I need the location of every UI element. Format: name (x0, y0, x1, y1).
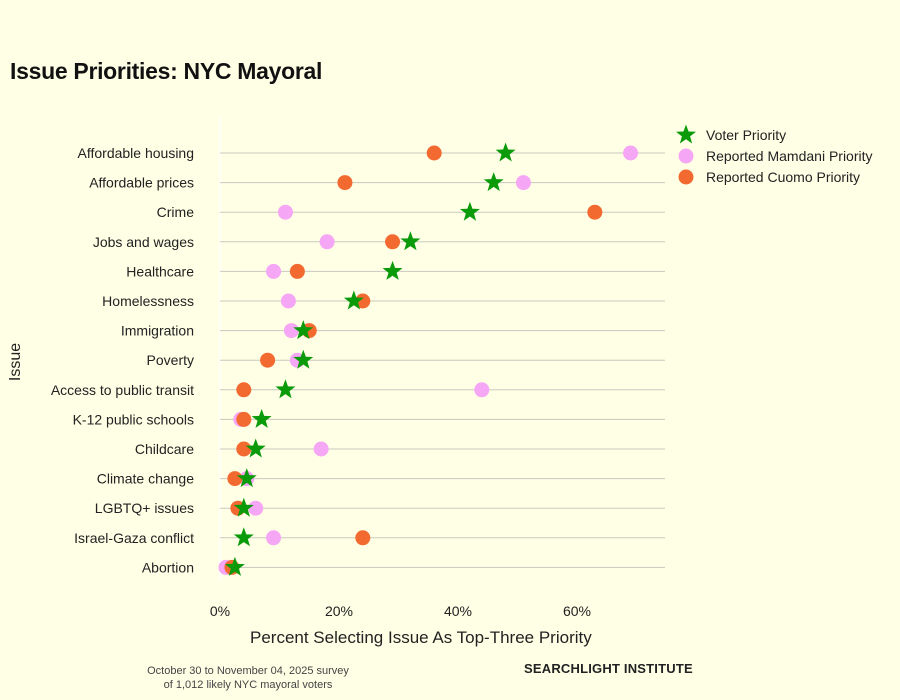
legend: Voter Priority Reported Mamdani Priority R… (676, 124, 873, 185)
grid-lines (219, 118, 665, 580)
legend-cuomo-marker (678, 169, 694, 185)
voter-priority-point (495, 142, 516, 162)
y-tick-label: Israel-Gaza conflict (74, 530, 194, 546)
mamdani-priority-point (266, 530, 282, 546)
legend-mamdani-marker (678, 148, 694, 164)
voter-priority-point (236, 468, 257, 488)
mamdani-priority-point (266, 263, 282, 279)
brand-logo-text: SEARCHLIGHT INSTITUTE (524, 661, 693, 676)
cuomo-priority-point (337, 175, 353, 191)
cuomo-priority-point (385, 234, 401, 250)
voter-priority-point (224, 556, 245, 576)
voter-priority-point (459, 201, 480, 221)
voter-priority-point (343, 290, 364, 310)
cuomo-priority-point (355, 530, 371, 546)
y-tick-label: Jobs and wages (93, 234, 194, 250)
voter-priority-point (483, 172, 504, 192)
y-tick-label: Access to public transit (51, 382, 194, 398)
voter-priority-point (233, 527, 254, 547)
y-tick-label: Climate change (97, 471, 194, 487)
voter-priority-point (233, 497, 254, 517)
legend-voter-marker (676, 124, 696, 144)
voter-priority-point (293, 349, 314, 369)
mamdani-priority-point (319, 234, 335, 250)
x-tick-label: 60% (563, 603, 591, 619)
y-tick-label: Immigration (121, 323, 194, 339)
y-tick-label: Childcare (135, 441, 194, 457)
legend-label: Voter Priority (706, 127, 786, 143)
cuomo-priority-point (236, 411, 252, 427)
mamdani-priority-point (277, 204, 293, 220)
y-tick-label: LGBTQ+ issues (95, 500, 194, 516)
y-tick-label: Abortion (142, 559, 194, 575)
y-axis-label: Issue (7, 343, 24, 381)
mamdani-priority-point (515, 175, 531, 191)
cuomo-priority-point (236, 382, 252, 398)
y-tick-label: Affordable prices (89, 175, 194, 191)
mamdani-priority-point (313, 441, 329, 457)
voter-priority-point (293, 320, 314, 340)
y-tick-labels: Affordable housing Affordable prices Crime… (51, 145, 194, 575)
mamdani-priority-point (474, 382, 490, 398)
voter-priority-point (251, 408, 272, 428)
voter-priority-point (400, 231, 421, 251)
x-tick-label: 0% (210, 603, 230, 619)
voter-priority-point (382, 260, 403, 280)
cuomo-priority-point (236, 441, 252, 457)
x-tick-labels: 0% 20% 40% 60% (210, 603, 591, 619)
y-tick-label: Crime (157, 204, 195, 220)
voter-priority-point (275, 379, 296, 399)
chart-title: Issue Priorities: NYC Mayoral (10, 58, 323, 84)
cuomo-priority-point (426, 145, 442, 161)
footnote-line-1: October 30 to November 04, 2025 survey (147, 665, 349, 677)
cuomo-priority-point (355, 293, 371, 309)
x-tick-label: 20% (325, 603, 353, 619)
y-tick-label: Affordable housing (78, 145, 195, 161)
legend-label: Reported Cuomo Priority (706, 169, 860, 185)
y-tick-label: K-12 public schools (73, 411, 194, 427)
cuomo-priority-point (227, 471, 243, 487)
data-points (218, 142, 639, 576)
footnote-line-2: of 1,012 likely NYC mayoral voters (163, 679, 333, 691)
survey-footnote: October 30 to November 04, 2025 survey o… (120, 664, 376, 692)
mamdani-priority-point (623, 145, 639, 161)
voter-priority-point (245, 438, 266, 458)
cuomo-priority-point (260, 352, 276, 368)
y-tick-label: Homelessness (102, 293, 194, 309)
cuomo-priority-point (587, 204, 603, 220)
mamdani-priority-point (248, 500, 264, 516)
y-tick-label: Poverty (147, 352, 194, 368)
x-tick-label: 40% (444, 603, 472, 619)
cuomo-priority-point (289, 263, 305, 279)
legend-label: Reported Mamdani Priority (706, 148, 873, 164)
mamdani-priority-point (283, 323, 299, 339)
mamdani-priority-point (280, 293, 296, 309)
x-axis-label: Percent Selecting Issue As Top-Three Pri… (250, 628, 592, 647)
y-tick-label: Healthcare (126, 263, 194, 279)
